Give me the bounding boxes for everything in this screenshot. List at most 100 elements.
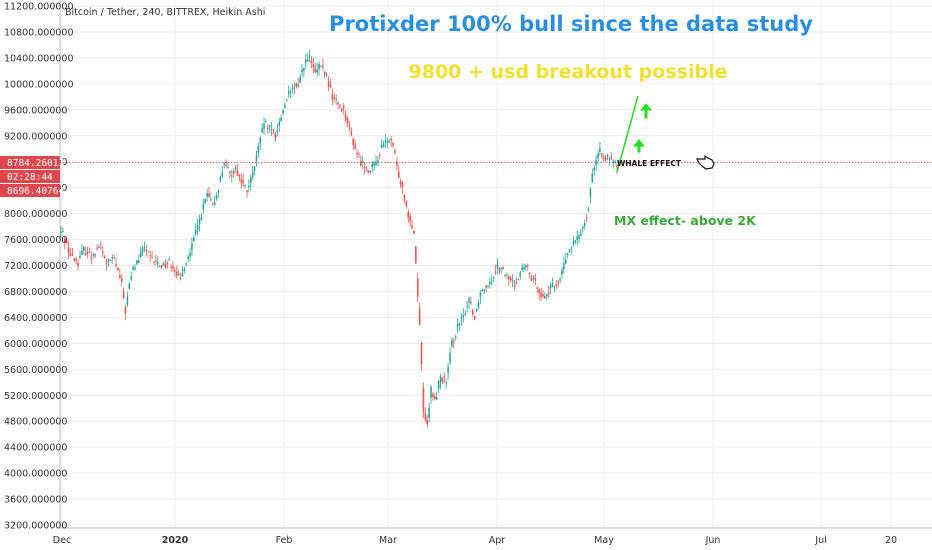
candle-body bbox=[360, 160, 362, 166]
candle-body bbox=[126, 296, 129, 305]
candle-body bbox=[593, 167, 596, 171]
candle-body bbox=[267, 128, 269, 130]
candle-body bbox=[601, 155, 603, 157]
candle-body bbox=[570, 247, 573, 249]
candle-body bbox=[153, 261, 155, 263]
candle-body bbox=[587, 208, 590, 211]
candle-body bbox=[210, 199, 212, 201]
candle-body bbox=[606, 154, 609, 157]
candle-body bbox=[200, 217, 203, 220]
candle-body bbox=[323, 72, 326, 76]
candle-body bbox=[447, 367, 449, 373]
candle-body bbox=[458, 323, 461, 325]
candle-body bbox=[356, 152, 358, 155]
candle-body bbox=[544, 296, 546, 299]
candle-body bbox=[291, 87, 294, 90]
candle-body bbox=[407, 212, 410, 218]
candle-body bbox=[189, 252, 191, 257]
candle-body bbox=[134, 267, 136, 270]
price-tag-close-text: 8696.40764 bbox=[7, 186, 64, 197]
x-tick-label: May bbox=[594, 535, 614, 546]
candle-body bbox=[274, 134, 277, 139]
candle-body bbox=[164, 264, 167, 267]
candle-body bbox=[380, 145, 383, 148]
candle-body bbox=[489, 281, 491, 285]
candle-body bbox=[329, 85, 332, 88]
y-tick-label: 7200.000000 bbox=[4, 261, 67, 272]
candle-body bbox=[608, 158, 611, 160]
candle-body bbox=[170, 266, 172, 268]
y-tick-label: 3600.000000 bbox=[4, 495, 67, 506]
candle-body bbox=[242, 180, 244, 184]
candle-body bbox=[346, 118, 349, 124]
candle-body bbox=[240, 179, 243, 183]
candle-body bbox=[568, 249, 571, 252]
candle-body bbox=[141, 248, 144, 253]
candle-body bbox=[158, 265, 161, 267]
candle-body bbox=[540, 292, 542, 297]
candle-body bbox=[73, 258, 76, 261]
candle-body bbox=[138, 260, 140, 264]
x-tick-label: Jun bbox=[705, 535, 721, 546]
price-tag-current bbox=[0, 156, 60, 169]
x-tick-label: Jul bbox=[814, 535, 826, 546]
price-tag-countdown bbox=[0, 170, 60, 183]
candle-body bbox=[105, 260, 108, 264]
candle-body bbox=[113, 257, 115, 259]
candle-body bbox=[557, 281, 559, 283]
candle-body bbox=[382, 143, 385, 148]
candle-body bbox=[208, 193, 210, 197]
candle-body bbox=[295, 83, 298, 87]
candle-body bbox=[92, 254, 95, 256]
candle-body bbox=[251, 172, 254, 178]
candle-body bbox=[194, 229, 197, 235]
candle-body bbox=[100, 247, 102, 249]
candle-body bbox=[119, 275, 121, 279]
candle-body bbox=[534, 278, 537, 280]
axes bbox=[59, 0, 932, 529]
candle-body bbox=[193, 237, 195, 242]
candle-body bbox=[310, 60, 313, 64]
candle-body bbox=[375, 161, 377, 165]
y-tick-label: 6400.000000 bbox=[4, 313, 67, 324]
x-tick-label: 2020 bbox=[162, 535, 189, 546]
candle-body bbox=[227, 166, 229, 168]
candle-body bbox=[316, 69, 318, 73]
candle-body bbox=[337, 102, 339, 104]
candle-body bbox=[589, 189, 592, 197]
candle-body bbox=[595, 160, 597, 166]
candle-body bbox=[538, 289, 540, 293]
candle-body bbox=[591, 173, 594, 183]
candle-body bbox=[168, 259, 170, 261]
candle-body bbox=[377, 160, 379, 163]
candle-body bbox=[115, 264, 117, 266]
candle-body bbox=[304, 60, 307, 63]
candle-body bbox=[441, 377, 444, 382]
candle-body bbox=[325, 75, 328, 77]
candle-body bbox=[75, 258, 77, 261]
candle-body bbox=[122, 291, 125, 298]
candle-body bbox=[388, 141, 391, 143]
y-tick-label: 10400.000000 bbox=[4, 53, 74, 64]
candle-body bbox=[384, 140, 387, 144]
candle-body bbox=[597, 153, 599, 159]
candle-body bbox=[77, 263, 79, 267]
candle-body bbox=[470, 301, 472, 304]
candle-body bbox=[136, 260, 138, 264]
candle-body bbox=[492, 276, 495, 279]
candle-body bbox=[284, 104, 286, 108]
candle-body bbox=[219, 176, 222, 181]
candle-body bbox=[67, 247, 70, 254]
candle-body bbox=[320, 65, 322, 67]
candle-body bbox=[147, 251, 150, 253]
up-arrow-icon bbox=[639, 103, 653, 119]
candle-body bbox=[443, 376, 446, 378]
x-axis-ticks: Dec 2020 Feb Mar Apr May Jun Jul 20 bbox=[53, 535, 897, 546]
candle-body bbox=[401, 183, 404, 188]
candle-body bbox=[508, 276, 510, 280]
candle-body bbox=[312, 64, 315, 68]
candle-body bbox=[246, 190, 248, 193]
y-tick-label: 8000.000000 bbox=[4, 209, 67, 220]
candle-body bbox=[280, 117, 282, 122]
candle-body bbox=[610, 157, 613, 160]
